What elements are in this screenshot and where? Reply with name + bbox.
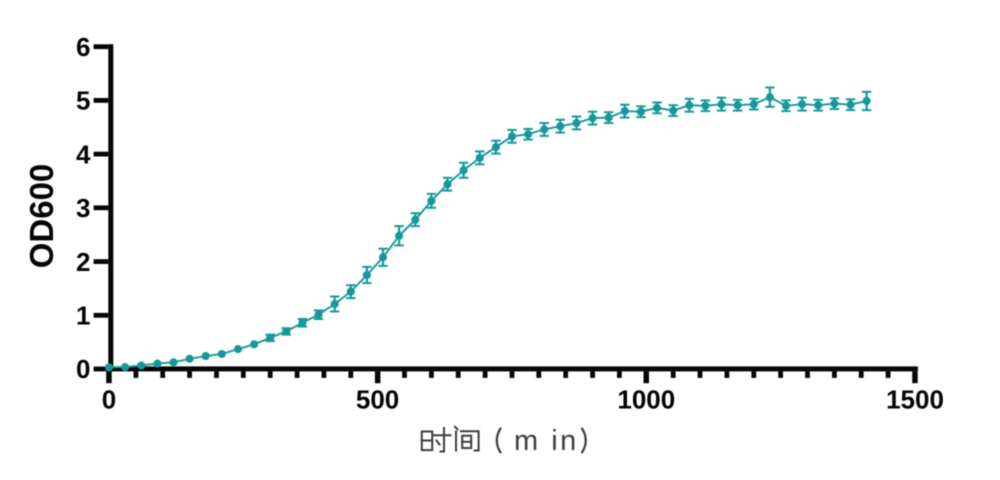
svg-text:1000: 1000 xyxy=(617,385,675,415)
svg-text:4: 4 xyxy=(76,139,91,169)
svg-text:5: 5 xyxy=(76,86,90,116)
svg-text:1: 1 xyxy=(76,301,90,331)
svg-text:m in: m in xyxy=(514,425,579,457)
svg-text:0: 0 xyxy=(102,385,116,415)
svg-text:3: 3 xyxy=(76,193,90,223)
svg-text:500: 500 xyxy=(356,385,399,415)
svg-text:0: 0 xyxy=(76,354,90,384)
svg-text:1500: 1500 xyxy=(886,385,944,415)
svg-text:OD600: OD600 xyxy=(23,164,60,269)
svg-text:2: 2 xyxy=(76,247,90,277)
svg-text:6: 6 xyxy=(76,32,90,62)
